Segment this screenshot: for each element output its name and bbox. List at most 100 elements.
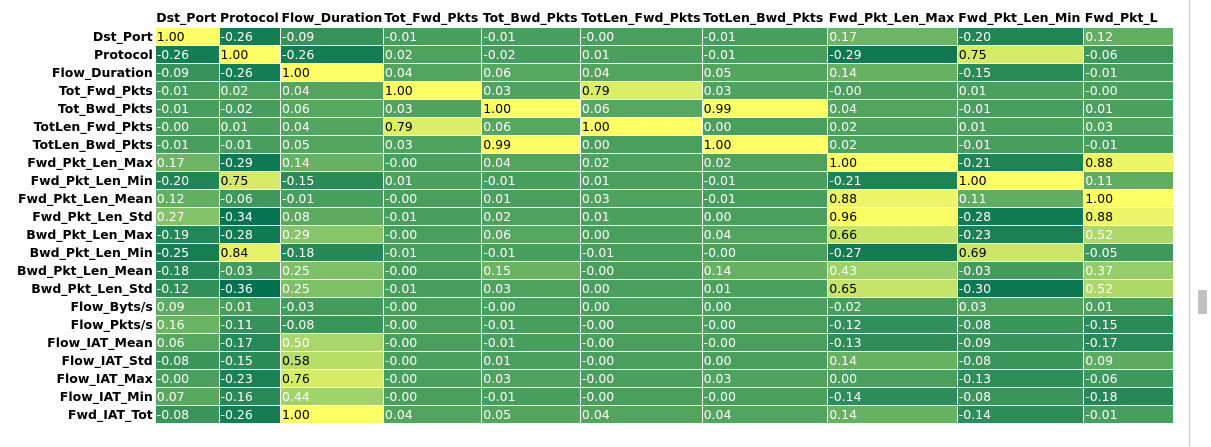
heatmap-cell: 0.00 (701, 351, 829, 370)
heatmap-cell: 0.79 (382, 117, 483, 136)
heatmap-cell: 0.14 (701, 261, 829, 280)
heatmap-cell: 0.01 (579, 45, 703, 64)
heatmap-cell: 0.66 (827, 225, 958, 244)
row-label: Flow_IAT_Max (56, 370, 153, 386)
heatmap-row: Fwd_Pkt_Len_Mean 0.12 -0.06 -0.01 -0.00 0.01 0… (12, 189, 1174, 208)
heatmap-cell: 0.88 (1083, 153, 1174, 172)
column-header-row: Dst_Port Protocol Flow_Duration Tot_Fwd_Pkt… (12, 9, 1174, 28)
heatmap-cell: -0.01 (481, 243, 581, 262)
heatmap-cell: 0.00 (827, 369, 958, 388)
heatmap-cell: -0.00 (382, 387, 483, 406)
heatmap-cell: -0.06 (1083, 45, 1174, 64)
heatmap-cell: 0.14 (279, 153, 384, 172)
row-label: Tot_Bwd_Pkts (57, 100, 153, 116)
heatmap-cell: -0.01 (382, 207, 483, 226)
heatmap-cell: 0.03 (579, 189, 703, 208)
heatmap-cell: -0.28 (956, 207, 1085, 226)
heatmap-cell: 0.02 (827, 135, 958, 154)
heatmap-row: Flow_IAT_Max -0.00 -0.23 0.76 -0.00 0.03 -0.00… (12, 369, 1174, 388)
row-label: Tot_Fwd_Pkts (58, 82, 153, 98)
heatmap-cell: 0.75 (218, 171, 281, 190)
vertical-scrollbar[interactable] (1189, 0, 1211, 447)
heatmap-cell: 0.04 (279, 81, 384, 100)
heatmap-cell: -0.26 (218, 405, 281, 424)
heatmap-cell: 0.11 (1083, 171, 1174, 190)
heatmap-cell: 0.04 (481, 153, 581, 172)
heatmap-row: Flow_IAT_Mean 0.06 -0.17 0.50 -0.00 -0.01 -0.0… (12, 333, 1174, 352)
heatmap-cell: 0.00 (701, 297, 829, 316)
heatmap-cell: -0.00 (154, 369, 220, 388)
heatmap-cell: -0.00 (382, 315, 483, 334)
heatmap-cell: 0.04 (382, 405, 483, 424)
heatmap-row: Fwd_Pkt_Len_Max 0.17 -0.29 0.14 -0.00 0.04 0.0… (12, 153, 1174, 172)
row-label: Fwd_Pkt_Len_Max (27, 154, 153, 170)
heatmap-cell: -0.13 (956, 369, 1085, 388)
heatmap-cell: -0.00 (382, 153, 483, 172)
heatmap-cell: -0.03 (956, 261, 1085, 280)
heatmap-cell: -0.14 (956, 405, 1085, 424)
heatmap-cell: 0.25 (279, 279, 384, 298)
row-label: Flow_Duration (51, 64, 153, 80)
heatmap-cell: 0.00 (579, 279, 703, 298)
column-label: Flow_Duration (281, 10, 383, 25)
heatmap-cell: 0.03 (701, 369, 829, 388)
heatmap-cell: -0.09 (154, 63, 220, 82)
row-label: Flow_IAT_Min (59, 388, 153, 404)
heatmap-cell: -0.00 (579, 387, 703, 406)
row-label: Dst_Port (92, 28, 153, 44)
heatmap-cell: 0.01 (218, 117, 281, 136)
heatmap-cell: 0.52 (1083, 225, 1174, 244)
heatmap-cell: 0.12 (1083, 27, 1174, 46)
heatmap-row: Fwd_IAT_Tot -0.08 -0.26 1.00 0.04 0.05 0.04 0.0… (12, 405, 1174, 424)
heatmap-cell: -0.15 (1083, 315, 1174, 334)
heatmap-cell: 0.04 (701, 225, 829, 244)
heatmap-cell: -0.28 (218, 225, 281, 244)
heatmap-cell: -0.18 (279, 243, 384, 262)
heatmap-viewport: Dst_Port Protocol Flow_Duration Tot_Fwd_Pkt… (12, 9, 1174, 424)
heatmap-cell: -0.13 (827, 333, 958, 352)
heatmap-cell: 0.03 (382, 135, 483, 154)
heatmap-row: TotLen_Bwd_Pkts -0.01 -0.01 0.05 0.03 0.99 0.0… (12, 135, 1174, 154)
heatmap-cell: -0.26 (279, 45, 384, 64)
heatmap-cell: 0.06 (579, 99, 703, 118)
heatmap-cell: 0.17 (827, 27, 958, 46)
heatmap-cell: -0.00 (382, 333, 483, 352)
heatmap-cell: -0.01 (481, 333, 581, 352)
heatmap-cell: -0.01 (579, 243, 703, 262)
heatmap-row: Bwd_Pkt_Len_Std -0.12 -0.36 0.25 -0.01 0.03 0.… (12, 279, 1174, 298)
heatmap-cell: 0.75 (956, 45, 1085, 64)
heatmap-cell: -0.00 (382, 351, 483, 370)
heatmap-cell: 0.03 (956, 297, 1085, 316)
heatmap-cell: 0.06 (154, 333, 220, 352)
scrollbar-thumb[interactable] (1198, 290, 1207, 314)
heatmap-cell: 1.00 (279, 63, 384, 82)
heatmap-cell: 0.02 (827, 117, 958, 136)
heatmap-cell: -0.34 (218, 207, 281, 226)
heatmap-cell: 0.02 (701, 153, 829, 172)
heatmap-cell: -0.01 (154, 135, 220, 154)
heatmap-cell: -0.26 (154, 45, 220, 64)
heatmap-cell: -0.00 (481, 297, 581, 316)
heatmap-cell: -0.01 (701, 45, 829, 64)
heatmap-cell: -0.00 (579, 261, 703, 280)
heatmap-cell: 0.09 (1083, 351, 1174, 370)
heatmap-cell: 0.01 (579, 207, 703, 226)
heatmap-cell: -0.02 (827, 297, 958, 316)
heatmap-cell: -0.29 (827, 45, 958, 64)
heatmap-cell: -0.01 (154, 99, 220, 118)
heatmap-cell: 0.84 (218, 243, 281, 262)
heatmap-cell: 0.01 (1083, 297, 1174, 316)
heatmap-cell: -0.01 (218, 135, 281, 154)
heatmap-cell: -0.01 (956, 135, 1085, 154)
heatmap-cell: 0.79 (579, 81, 703, 100)
heatmap-row: Bwd_Pkt_Len_Min -0.25 0.84 -0.18 -0.01 -0.01-… (12, 243, 1174, 262)
column-label: Fwd_Pkt_Len_Max (828, 10, 955, 25)
heatmap-cell: 0.50 (279, 333, 384, 352)
heatmap-cell: 0.01 (579, 171, 703, 190)
heatmap-cell: 0.52 (1083, 279, 1174, 298)
heatmap-cell: -0.15 (956, 63, 1085, 82)
heatmap-cell: -0.21 (956, 153, 1085, 172)
heatmap-cell: 0.01 (481, 189, 581, 208)
heatmap-cell: -0.03 (218, 261, 281, 280)
heatmap-cell: 1.00 (154, 27, 220, 46)
